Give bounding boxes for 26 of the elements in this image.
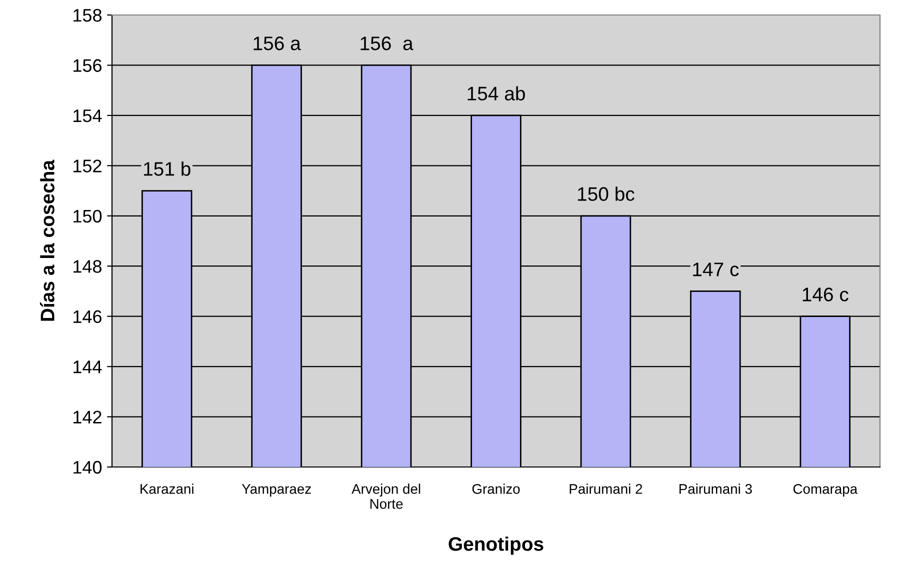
y-tick-label: 146	[74, 310, 102, 324]
data-label: 150 bc	[578, 186, 634, 201]
data-label: 156 a	[360, 36, 414, 50]
y-tick-label: 154	[74, 110, 102, 122]
y-tick-label: 156	[74, 59, 102, 72]
x-tick-label: Granizo	[472, 484, 520, 494]
x-tick-label: Comarapa	[793, 484, 858, 497]
y-tick-label: 148	[74, 260, 102, 273]
y-tick-label: 152	[74, 160, 102, 172]
data-label: 156 a	[254, 36, 301, 50]
x-axis-title: Genotipos	[448, 536, 544, 555]
x-tick-label: Yamparaez	[242, 484, 311, 497]
x-tick-label: Arvejon del Norte	[352, 484, 420, 509]
y-axis-title: Días a la cosecha	[40, 160, 54, 321]
y-tick-label: 150	[74, 210, 102, 223]
y-tick-label: 144	[74, 360, 102, 374]
y-tick-label: 158	[74, 8, 102, 22]
data-label: 146 c	[802, 288, 848, 302]
x-tick-label: Karazani	[140, 484, 194, 494]
y-tick-label: 142	[74, 410, 102, 424]
data-label: 154 ab	[468, 86, 525, 100]
data-label: 151 b	[144, 162, 190, 176]
data-label: 147 c	[693, 262, 739, 276]
x-tick-label: Pairumani 3	[680, 484, 752, 494]
y-tick-label: 140	[74, 460, 102, 474]
x-tick-label: Pairumani 2	[570, 484, 642, 494]
